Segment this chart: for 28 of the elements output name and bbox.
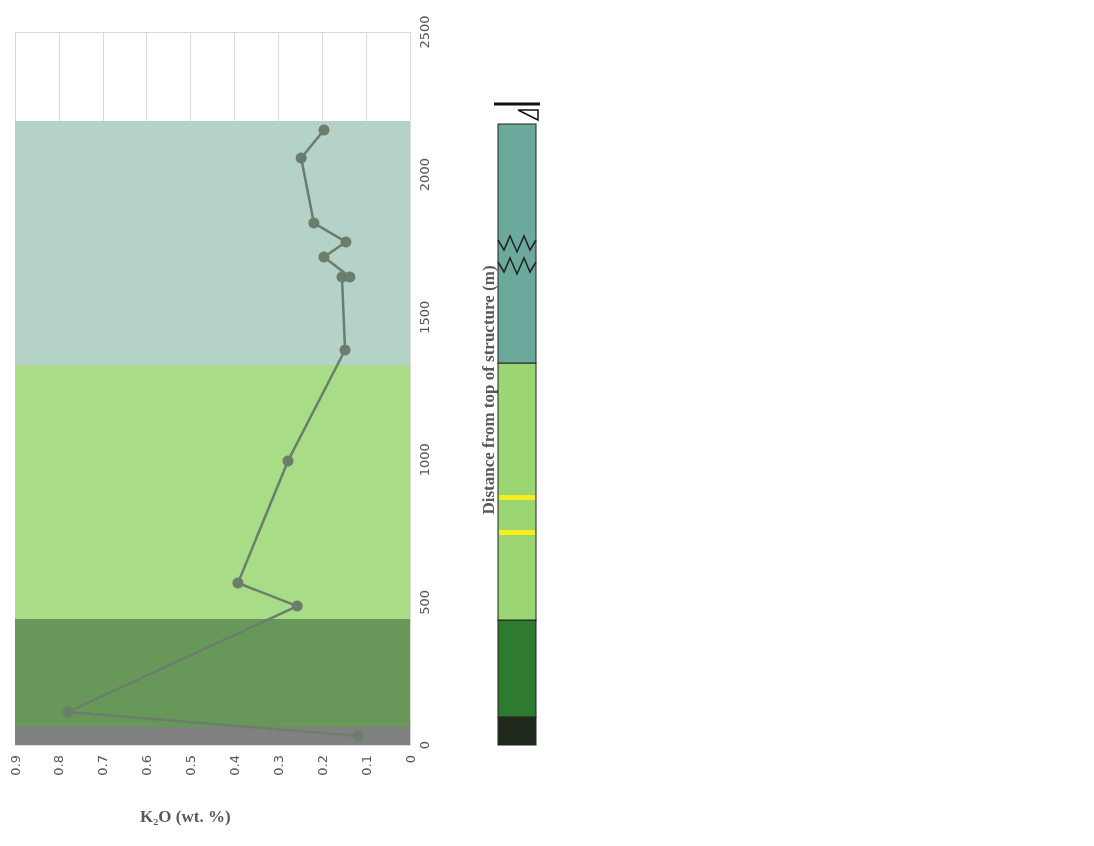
x-tick-label: 0.9 [7, 755, 23, 776]
y-tick-label: 2500 [417, 15, 432, 49]
y-tick-label: 1000 [417, 443, 432, 477]
x-axis-title: K₂O (wt. %) [140, 807, 231, 826]
y-tick-label: 2000 [417, 158, 432, 192]
x-tick-label: 0.4 [226, 755, 242, 776]
point [318, 124, 330, 136]
x-tick-label: 0.7 [95, 755, 111, 776]
point [318, 251, 330, 263]
point [340, 236, 352, 248]
point [295, 152, 307, 164]
x-tick-label: 0.2 [314, 755, 330, 776]
x-tick-label: 0.1 [358, 755, 374, 776]
y-tick-label: 1500 [417, 300, 432, 334]
x-tick-label: 0 [402, 755, 418, 764]
y-tick-label: 500 [417, 589, 432, 615]
x-tick-label: 0.8 [51, 755, 67, 776]
x-tick-label: 0.3 [270, 755, 286, 776]
point [308, 217, 320, 229]
point [282, 455, 294, 467]
y-tick-label: 0 [417, 740, 432, 750]
x-tick-label: 0.6 [139, 755, 155, 776]
point [232, 577, 244, 589]
x-tick-label: 0.5 [183, 755, 199, 776]
point [339, 344, 351, 356]
y-axis-title: Distance from top of structure (m) [478, 265, 498, 515]
point [62, 706, 74, 718]
point [291, 600, 303, 612]
